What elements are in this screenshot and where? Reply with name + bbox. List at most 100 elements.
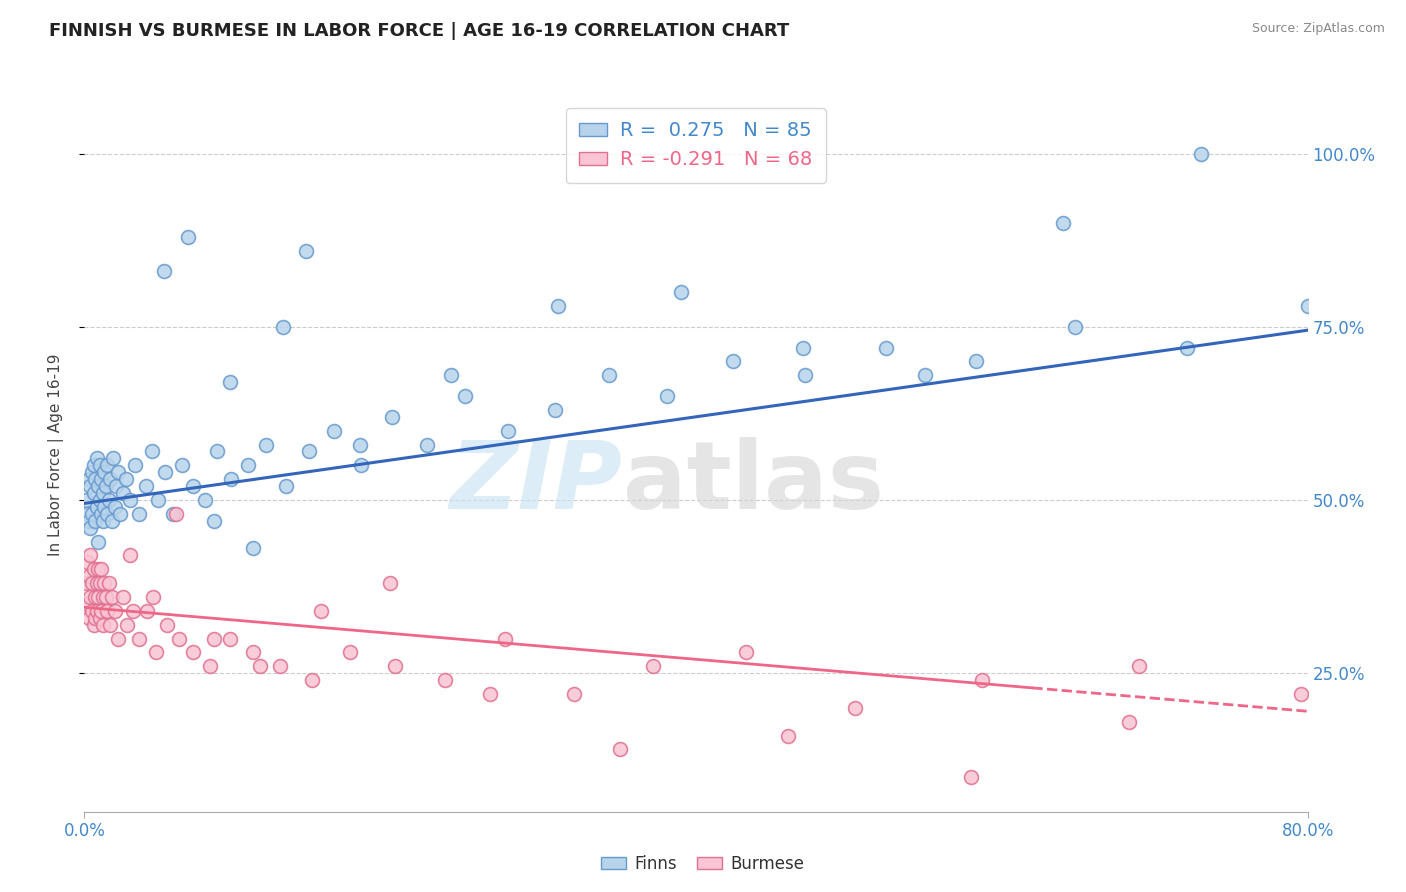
Point: [669, 285, 692, 299]
Point: [98, 472, 121, 486]
Point: [146, 492, 169, 507]
Point: [218, 632, 240, 646]
Point: [115, 617, 138, 632]
Point: [96, 458, 118, 473]
Point: [89, 611, 111, 625]
Point: [434, 673, 457, 687]
Point: [111, 486, 134, 500]
Point: [93, 576, 115, 591]
Point: [91, 617, 114, 632]
Point: [83, 458, 105, 473]
Point: [181, 479, 204, 493]
Point: [1118, 714, 1140, 729]
Point: [181, 645, 204, 659]
Point: [79, 479, 101, 493]
Point: [643, 659, 665, 673]
Point: [218, 375, 240, 389]
Point: [83, 562, 105, 576]
Point: [97, 576, 120, 591]
Point: [844, 700, 866, 714]
Point: [202, 514, 225, 528]
Point: [96, 604, 118, 618]
Point: [87, 562, 110, 576]
Point: [97, 492, 120, 507]
Point: [219, 472, 242, 486]
Point: [298, 444, 321, 458]
Point: [242, 541, 264, 556]
Point: [145, 645, 167, 659]
Point: [96, 507, 118, 521]
Text: ZIP: ZIP: [450, 437, 623, 530]
Point: [276, 479, 298, 493]
Point: [76, 507, 98, 521]
Point: [75, 492, 97, 507]
Point: [384, 659, 406, 673]
Y-axis label: In Labor Force | Age 16-19: In Labor Force | Age 16-19: [48, 353, 63, 557]
Point: [960, 770, 983, 784]
Point: [94, 479, 117, 493]
Point: [311, 604, 333, 618]
Point: [120, 549, 142, 563]
Text: FINNISH VS BURMESE IN LABOR FORCE | AGE 16-19 CORRELATION CHART: FINNISH VS BURMESE IN LABOR FORCE | AGE …: [49, 22, 789, 40]
Point: [1064, 319, 1087, 334]
Point: [167, 632, 190, 646]
Point: [496, 424, 519, 438]
Point: [103, 451, 125, 466]
Point: [120, 492, 142, 507]
Point: [124, 458, 146, 473]
Point: [735, 645, 758, 659]
Point: [104, 500, 127, 514]
Point: [83, 617, 105, 632]
Point: [105, 479, 128, 493]
Point: [79, 521, 101, 535]
Point: [1128, 659, 1150, 673]
Point: [128, 507, 150, 521]
Point: [87, 590, 110, 604]
Point: [156, 617, 179, 632]
Point: [349, 437, 371, 451]
Point: [295, 244, 318, 258]
Point: [84, 472, 107, 486]
Point: [793, 368, 815, 383]
Point: [98, 617, 121, 632]
Point: [381, 409, 404, 424]
Point: [249, 659, 271, 673]
Point: [91, 590, 114, 604]
Point: [135, 479, 157, 493]
Point: [90, 604, 112, 618]
Point: [380, 576, 402, 591]
Point: [655, 389, 678, 403]
Point: [609, 742, 631, 756]
Point: [94, 590, 117, 604]
Point: [544, 403, 567, 417]
Point: [141, 444, 163, 458]
Point: [80, 604, 103, 618]
Point: [198, 659, 221, 673]
Point: [90, 472, 112, 486]
Point: [339, 645, 361, 659]
Point: [111, 590, 134, 604]
Point: [202, 632, 225, 646]
Point: [77, 472, 100, 486]
Point: [101, 590, 124, 604]
Point: [76, 597, 98, 611]
Point: [165, 507, 187, 521]
Point: [454, 389, 477, 403]
Point: [114, 472, 136, 486]
Point: [177, 229, 200, 244]
Point: [108, 507, 131, 521]
Point: [301, 673, 323, 687]
Point: [142, 590, 165, 604]
Point: [90, 562, 112, 576]
Point: [547, 299, 569, 313]
Point: [89, 576, 111, 591]
Point: [89, 458, 111, 473]
Point: [236, 458, 259, 473]
Point: [494, 632, 516, 646]
Point: [80, 465, 103, 479]
Point: [155, 465, 177, 479]
Point: [875, 341, 897, 355]
Point: [77, 611, 100, 625]
Legend: Finns, Burmese: Finns, Burmese: [595, 848, 811, 880]
Point: [79, 590, 101, 604]
